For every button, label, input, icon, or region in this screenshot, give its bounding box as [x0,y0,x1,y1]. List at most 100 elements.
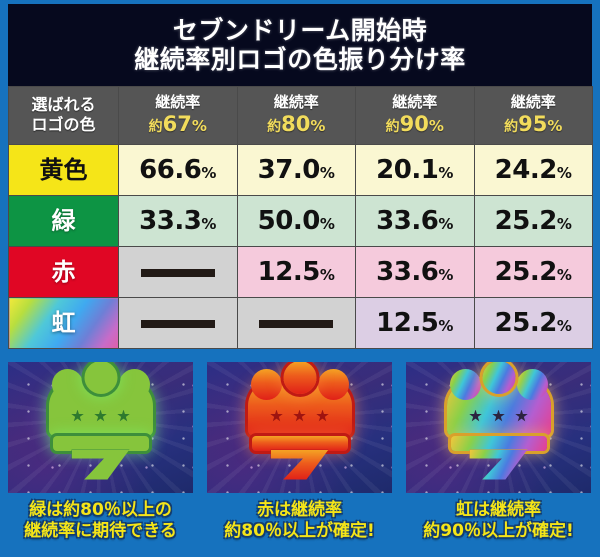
cell-value: 12.5 [257,257,321,287]
cell-value: 66.6 [139,155,202,185]
crown-shape [247,368,352,436]
cell-green-80: 50.0% [236,195,356,247]
header-approx: 約 [385,118,400,135]
cell-value: 25.2 [494,257,558,287]
cell-value: 33.3 [139,206,202,236]
caption-line-1: 緑は約80％以上の [29,500,172,520]
row-label-text: 虹 [51,309,76,337]
cell-red-95: 25.2% [473,246,593,298]
cell-green-67: 33.3% [118,195,238,247]
cell-unit: % [438,317,454,335]
dash-icon [140,320,215,328]
star-icon [492,409,505,422]
caption-line-1: 赤は継続率 [257,500,342,520]
header-rate-95: 継続率 約95% [473,86,593,145]
star-row [71,409,130,423]
cell-value: 25.2 [494,308,558,338]
dash-icon [259,320,334,328]
caption-line-2: 継続率に期待できる [24,521,177,542]
header-unit: % [310,116,326,135]
cell-rainbow-95: 25.2% [473,297,593,349]
star-icon [293,409,306,422]
header-rate-value: 約95% [475,112,593,136]
seven-dream-logo-icon [43,362,159,480]
star-icon [94,409,107,422]
cell-value: 50.0 [257,206,321,236]
cell-unit: % [319,266,335,284]
caption-line-2: 約90％以上が確定! [423,521,574,542]
cell-unit: % [201,164,217,182]
cell-value: 33.6 [376,257,439,287]
row-label-red: 赤 [8,246,119,298]
panel-caption-rainbow: 虹は継続率 約90％以上が確定! [406,500,591,543]
cell-value: 33.6 [376,206,439,236]
header-rate-value: 約90% [356,112,474,136]
cell-value: 24.2 [494,155,558,185]
table-row: 緑 33.3% 50.0% 33.6% 25.2% [8,195,593,247]
logo-screenshot-rainbow [406,362,591,493]
panel-red: 赤は継続率 約80％以上が確定! [207,362,392,552]
table-row: 黄色 66.6% 37.0% 20.1% 24.2% [8,144,593,196]
cell-unit: % [438,164,454,182]
header-rate-top: 継続率 [155,93,201,112]
cell-yellow-90: 20.1% [355,144,475,196]
header-label-line2: ロゴの色 [31,115,96,134]
row-label-text: 黄色 [39,156,88,184]
table-header-row: 選ばれる ロゴの色 継続率 約67% 継続率 約80% 継続率 約90% 継続率… [8,86,593,145]
caption-line-2: 約80％以上が確定! [224,521,375,542]
logo-bar-shape [251,435,348,451]
crown-shape [48,368,153,436]
header-rate-90: 継続率 約90% [355,86,475,145]
row-label-text: 赤 [51,258,76,286]
logo-screenshot-red [207,362,392,493]
header-approx: 約 [148,118,163,135]
logo-bar-shape [450,435,547,451]
crown-center-shape [482,362,515,394]
cell-green-90: 33.6% [355,195,475,247]
header-number: 80 [281,111,311,136]
cell-unit: % [319,164,335,182]
title-banner: セブンドリーム開始時 継続率別ロゴの色振り分け率 [8,4,592,86]
cell-unit: % [438,266,454,284]
caption-line-1: 虹は継続率 [456,500,541,520]
header-rate-value: 約67% [119,112,237,136]
star-icon [270,409,283,422]
cell-unit: % [201,215,217,233]
header-unit: % [428,116,444,135]
seven-dream-logo-icon [242,362,358,480]
logo-bar-shape [52,435,149,451]
row-label-rainbow: 虹 [8,297,119,349]
header-rate-top: 継続率 [273,93,319,112]
cell-rainbow-67-empty [118,297,238,349]
logo-screenshot-green [8,362,193,493]
star-row [469,409,528,423]
panel-caption-green: 緑は約80％以上の 継続率に期待できる [8,500,193,543]
cell-green-95: 25.2% [473,195,593,247]
cell-red-80: 12.5% [236,246,356,298]
table-row: 虹 12.5% 25.2% [8,297,593,349]
header-logo-color: 選ばれる ロゴの色 [8,86,119,145]
cell-unit: % [556,266,572,284]
header-number: 67 [162,111,192,136]
table-row: 赤 12.5% 33.6% 25.2% [8,246,593,298]
cell-yellow-80: 37.0% [236,144,356,196]
cell-rainbow-80-empty [236,297,356,349]
cell-value: 20.1 [376,155,439,185]
seven-dream-logo-icon [441,362,557,480]
cell-unit: % [438,215,454,233]
dash-icon [140,269,215,277]
cell-unit: % [556,215,572,233]
cell-rainbow-90: 12.5% [355,297,475,349]
header-rate-top: 継続率 [510,93,556,112]
seven-digit-shape [270,449,329,480]
cell-unit: % [319,215,335,233]
header-rate-top: 継続率 [392,93,438,112]
row-label-text: 緑 [51,207,76,235]
seven-digit-shape [469,449,528,480]
row-label-green: 緑 [8,195,119,247]
crown-center-shape [283,362,316,394]
header-approx: 約 [267,118,282,135]
star-icon [71,409,84,422]
header-rate-80: 継続率 約80% [236,86,356,145]
header-number: 95 [518,111,548,136]
